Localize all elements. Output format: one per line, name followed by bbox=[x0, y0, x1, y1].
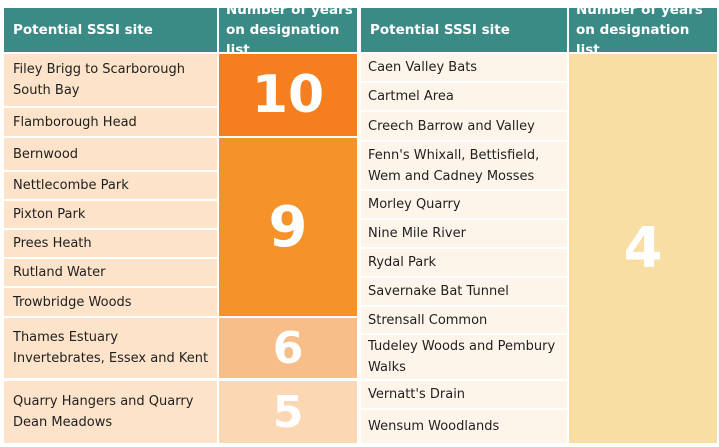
left-years-header-label: Number of years on designation list bbox=[226, 2, 353, 58]
right-years-header-label: Number of years on designation list bbox=[576, 2, 703, 58]
left-years-header: Number of years on designation list bbox=[219, 2, 357, 58]
table-row: Flamborough Head bbox=[4, 108, 217, 136]
table-row: Morley Quarry bbox=[361, 191, 567, 218]
years-9-cell: 9 bbox=[219, 138, 357, 316]
right-years-header: Number of years on designation list bbox=[569, 2, 717, 58]
years-5-cell: 5 bbox=[219, 381, 357, 443]
left-site-header: Potential SSSI site bbox=[4, 8, 217, 52]
years-4-cell: 4 bbox=[569, 54, 717, 443]
table-row: Strensall Common bbox=[361, 307, 567, 333]
table-row: Pixton Park bbox=[4, 201, 217, 228]
years-6-cell: 6 bbox=[219, 318, 357, 378]
table-row: Trowbridge Woods bbox=[4, 288, 217, 316]
years-10-cell: 10 bbox=[219, 54, 357, 136]
table-row: Nettlecombe Park bbox=[4, 172, 217, 199]
table-row: Creech Barrow and Valley bbox=[361, 112, 567, 140]
table-row: Prees Heath bbox=[4, 230, 217, 257]
table-row: Fenn's Whixall, Bettisfield, Wem and Cad… bbox=[361, 142, 567, 189]
table-row: Wensum Woodlands bbox=[361, 410, 567, 443]
table-row: Filey Brigg to Scarborough South Bay bbox=[4, 54, 217, 106]
table-row: Rydal Park bbox=[361, 249, 567, 276]
table-row: Tudeley Woods and Pembury Walks bbox=[361, 335, 567, 379]
table-row: Thames Estuary Invertebrates, Essex and … bbox=[4, 318, 217, 378]
table-row: Cartmel Area bbox=[361, 83, 567, 110]
table-row: Nine Mile River bbox=[361, 220, 567, 247]
table-row: Quarry Hangers and Quarry Dean Meadows bbox=[4, 381, 217, 443]
table-row: Vernatt's Drain bbox=[361, 381, 567, 408]
right-site-header: Potential SSSI site bbox=[361, 8, 567, 52]
table-row: Caen Valley Bats bbox=[361, 54, 567, 81]
left-site-header-label: Potential SSSI site bbox=[13, 22, 153, 38]
table-row: Rutland Water bbox=[4, 259, 217, 286]
table-row: Bernwood bbox=[4, 138, 217, 170]
table-row: Savernake Bat Tunnel bbox=[361, 278, 567, 305]
right-site-header-label: Potential SSSI site bbox=[370, 22, 510, 38]
